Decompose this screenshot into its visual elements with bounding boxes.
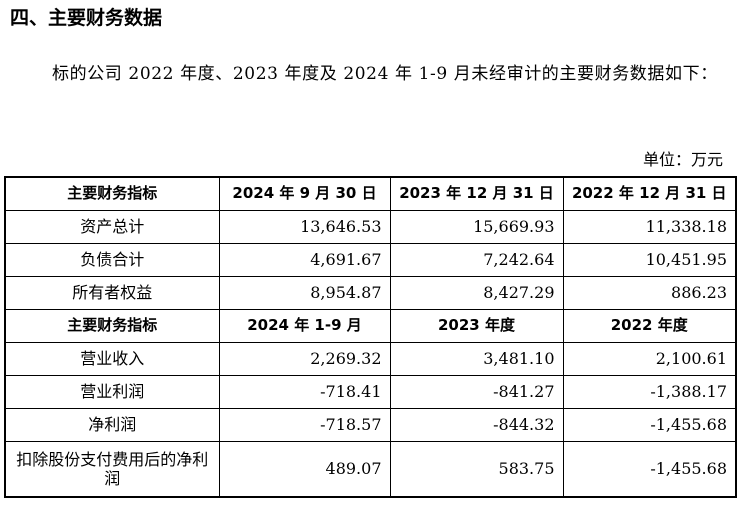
table-cell: 489.07	[218, 440, 391, 498]
table-cell: -1,455.68	[562, 407, 737, 442]
table-row: 负债合计 4,691.67 7,242.64 10,451.95	[4, 242, 737, 277]
row-label: 营业收入	[4, 341, 220, 376]
table-cell: 886.23	[562, 275, 737, 310]
balance-header-row: 主要财务指标 2024 年 9 月 30 日 2023 年 12 月 31 日 …	[4, 176, 737, 211]
section-heading: 四、主要财务数据	[10, 7, 163, 29]
table-cell: 7,242.64	[389, 242, 564, 277]
column-header: 主要财务指标	[4, 308, 220, 343]
table-cell: -718.57	[218, 407, 391, 442]
table-cell: 8,954.87	[218, 275, 391, 310]
table-cell: -844.32	[389, 407, 564, 442]
intro-paragraph: 标的公司 2022 年度、2023 年度及 2024 年 1-9 月未经审计的主…	[52, 64, 718, 84]
column-header: 2024 年 9 月 30 日	[218, 176, 391, 211]
unit-note: 单位：万元	[642, 150, 723, 169]
table-cell: 13,646.53	[218, 209, 391, 244]
column-header: 主要财务指标	[4, 176, 220, 211]
table-cell: 583.75	[389, 440, 564, 498]
row-label: 净利润	[4, 407, 220, 442]
column-header: 2022 年度	[562, 308, 737, 343]
table-cell: -1,455.68	[562, 440, 737, 498]
financial-data-table: 主要财务指标 2024 年 9 月 30 日 2023 年 12 月 31 日 …	[4, 176, 737, 498]
table-cell: -718.41	[218, 374, 391, 409]
table-row: 所有者权益 8,954.87 8,427.29 886.23	[4, 275, 737, 310]
table-cell: 11,338.18	[562, 209, 737, 244]
table-cell: 10,451.95	[562, 242, 737, 277]
table-cell: -841.27	[389, 374, 564, 409]
table-row: 营业利润 -718.41 -841.27 -1,388.17	[4, 374, 737, 409]
row-label: 资产总计	[4, 209, 220, 244]
table-cell: 15,669.93	[389, 209, 564, 244]
row-label: 负债合计	[4, 242, 220, 277]
table-row: 净利润 -718.57 -844.32 -1,455.68	[4, 407, 737, 442]
column-header: 2024 年 1-9 月	[218, 308, 391, 343]
table-cell: 4,691.67	[218, 242, 391, 277]
table-cell: 3,481.10	[389, 341, 564, 376]
row-label: 营业利润	[4, 374, 220, 409]
column-header: 2023 年度	[389, 308, 564, 343]
table-row: 扣除股份支付费用后的净利润 489.07 583.75 -1,455.68	[4, 440, 737, 498]
table-row: 营业收入 2,269.32 3,481.10 2,100.61	[4, 341, 737, 376]
row-label: 扣除股份支付费用后的净利润	[4, 440, 220, 498]
table-cell: -1,388.17	[562, 374, 737, 409]
column-header: 2023 年 12 月 31 日	[389, 176, 564, 211]
column-header: 2022 年 12 月 31 日	[562, 176, 737, 211]
table-cell: 2,269.32	[218, 341, 391, 376]
row-label: 所有者权益	[4, 275, 220, 310]
table-row: 资产总计 13,646.53 15,669.93 11,338.18	[4, 209, 737, 244]
table-cell: 2,100.61	[562, 341, 737, 376]
income-header-row: 主要财务指标 2024 年 1-9 月 2023 年度 2022 年度	[4, 308, 737, 343]
table-cell: 8,427.29	[389, 275, 564, 310]
